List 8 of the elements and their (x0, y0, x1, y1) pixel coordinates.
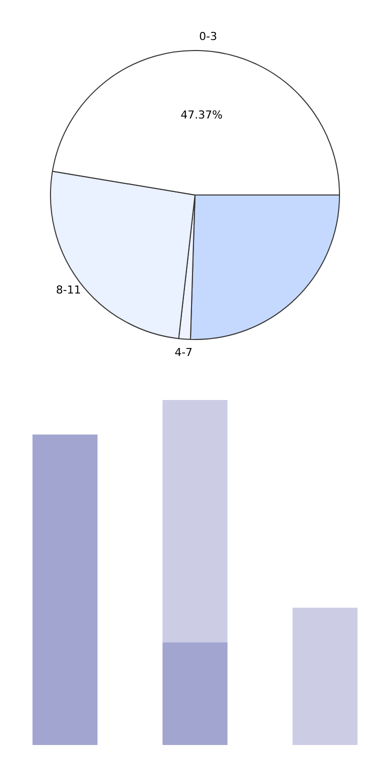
data-label: 47.37% (180, 108, 223, 122)
slice-label: 4-7 (174, 346, 193, 359)
bar (32, 434, 98, 745)
slice-label: 8-11 (56, 283, 81, 296)
slice-label: 0-3 (199, 30, 218, 43)
bar (162, 642, 228, 745)
bar (292, 608, 358, 745)
bar (162, 400, 228, 642)
